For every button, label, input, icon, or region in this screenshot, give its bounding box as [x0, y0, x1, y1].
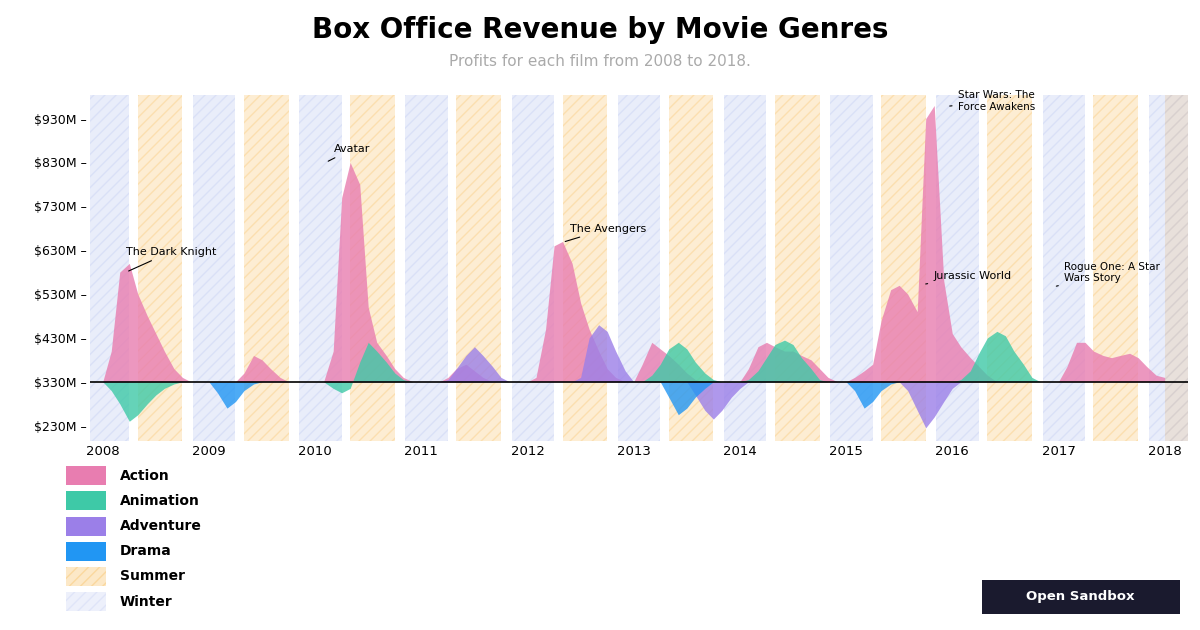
Bar: [193, 94, 235, 441]
Bar: [988, 94, 1032, 441]
Text: Jurassic World: Jurassic World: [925, 271, 1012, 284]
Bar: [456, 94, 500, 441]
Bar: [1043, 94, 1085, 441]
Text: Animation: Animation: [120, 494, 200, 508]
Bar: [936, 94, 979, 441]
Bar: [299, 94, 342, 441]
Bar: [1165, 94, 1188, 441]
Bar: [90, 94, 130, 441]
Text: Avatar: Avatar: [329, 144, 371, 161]
Text: The Dark Knight: The Dark Knight: [126, 247, 216, 271]
Bar: [668, 94, 713, 441]
Text: Star Wars: The
Force Awakens: Star Wars: The Force Awakens: [949, 91, 1034, 112]
Text: Drama: Drama: [120, 544, 172, 558]
Text: The Avengers: The Avengers: [565, 224, 647, 241]
Bar: [618, 94, 660, 441]
Bar: [406, 94, 448, 441]
Text: Action: Action: [120, 469, 169, 483]
Bar: [350, 94, 395, 441]
Text: Rogue One: A Star
Wars Story: Rogue One: A Star Wars Story: [1056, 261, 1159, 286]
Bar: [1093, 94, 1138, 441]
Bar: [511, 94, 554, 441]
Bar: [724, 94, 767, 441]
Text: Open Sandbox: Open Sandbox: [1026, 590, 1135, 604]
Bar: [881, 94, 925, 441]
Bar: [563, 94, 607, 441]
Bar: [244, 94, 288, 441]
Text: Profits for each film from 2008 to 2018.: Profits for each film from 2008 to 2018.: [449, 54, 751, 69]
Text: Adventure: Adventure: [120, 519, 202, 533]
Text: Winter: Winter: [120, 595, 173, 609]
Text: Summer: Summer: [120, 570, 185, 583]
Bar: [830, 94, 872, 441]
Bar: [775, 94, 820, 441]
Bar: [1148, 94, 1188, 441]
Text: Box Office Revenue by Movie Genres: Box Office Revenue by Movie Genres: [312, 16, 888, 43]
Bar: [138, 94, 182, 441]
